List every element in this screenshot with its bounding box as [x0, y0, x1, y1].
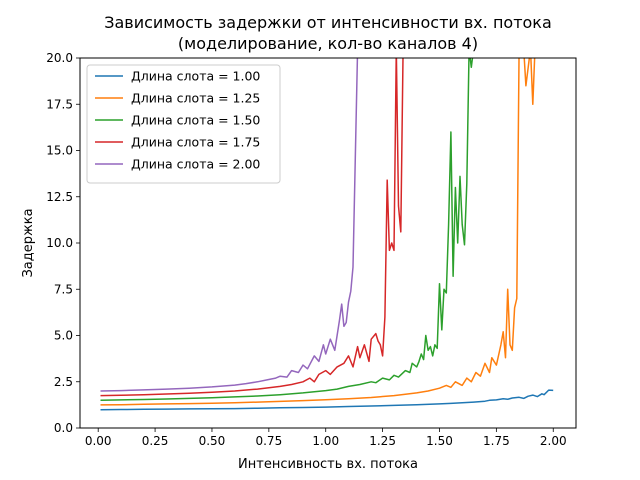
- legend-label-2: Длина слота = 1.25: [131, 91, 260, 106]
- series-line-2: [100, 58, 536, 406]
- legend-label-1: Длина слота = 1.00: [131, 69, 260, 84]
- series-line-5: [100, 58, 359, 392]
- x-tick-label: 1.00: [312, 434, 339, 448]
- y-tick-label: 0.0: [54, 421, 73, 435]
- x-tick-label: 1.25: [369, 434, 396, 448]
- y-tick-label: 5.0: [54, 329, 73, 343]
- series-line-3: [100, 58, 474, 402]
- x-tick-label: 0.25: [142, 434, 169, 448]
- y-tick-label: 10.0: [46, 236, 73, 250]
- legend-label-4: Длина слота = 1.75: [131, 135, 260, 150]
- x-axis-label: Интенсивность вх. потока: [238, 457, 418, 472]
- y-axis: 0.0 2.5 5.0 7.5 10.0 12.5 15.0 17.5 20.0: [46, 51, 80, 435]
- y-axis-label: Задержка: [21, 208, 36, 277]
- x-tick-label: 1.75: [483, 434, 510, 448]
- series-layer: [100, 58, 554, 411]
- legend-label-5: Длина слота = 2.00: [131, 157, 260, 172]
- y-tick-label: 2.5: [54, 375, 73, 389]
- x-tick-label: 0.00: [85, 434, 112, 448]
- y-tick-label: 15.0: [46, 144, 73, 158]
- chart-title-line1: Зависимость задержки от интенсивности вх…: [104, 13, 552, 32]
- x-tick-label: 1.50: [426, 434, 453, 448]
- legend-label-3: Длина слота = 1.50: [131, 113, 260, 128]
- x-tick-label: 2.00: [540, 434, 567, 448]
- y-tick-label: 12.5: [46, 190, 73, 204]
- y-tick-label: 7.5: [54, 282, 73, 296]
- x-tick-label: 0.75: [255, 434, 282, 448]
- y-tick-label: 17.5: [46, 97, 73, 111]
- series-line-1: [100, 389, 554, 411]
- legend-frame: [86, 64, 281, 184]
- chart-title-line2: (моделирование, кол-во каналов 4): [178, 34, 478, 53]
- x-tick-label: 0.50: [199, 434, 226, 448]
- x-axis: 0.00 0.25 0.50 0.75 1.00 1.25 1.50 1.75 2.00: [85, 428, 567, 448]
- series-line-4: [100, 58, 404, 397]
- legend: Длина слота = 1.00 Длина слота = 1.25 Длин…: [86, 64, 281, 184]
- y-tick-label: 20.0: [46, 51, 73, 65]
